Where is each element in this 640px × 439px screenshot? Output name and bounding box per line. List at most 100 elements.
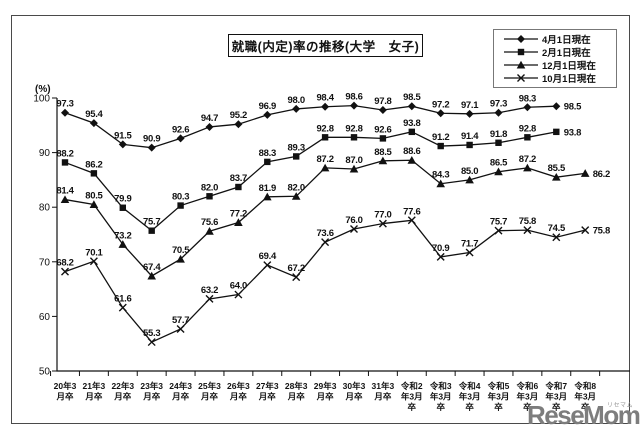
data-point-label: 75.8 <box>519 216 536 227</box>
triangle-marker-icon <box>205 227 214 235</box>
chart-title-box: 就職(内定)率の推移(大学 女子) <box>228 34 423 57</box>
diamond-marker-icon <box>517 35 525 44</box>
square-marker-icon <box>350 134 358 141</box>
y-tick-label: 60 <box>39 312 51 323</box>
x-tick-label: 29年3 月卒 <box>314 381 337 402</box>
diamond-marker-icon <box>263 110 272 119</box>
triangle-marker-icon <box>436 179 445 188</box>
data-point-label: 85.5 <box>548 163 566 174</box>
x-tick-label: 22年3 月卒 <box>111 381 134 402</box>
diamond-marker-icon <box>89 119 98 128</box>
triangle-marker-icon <box>89 200 99 208</box>
triangle-marker-icon <box>407 156 417 164</box>
square-marker-icon <box>379 135 387 142</box>
data-point-label: 67.4 <box>143 262 161 273</box>
data-point-label: 95.2 <box>230 110 247 121</box>
y-tick-label: 70 <box>39 257 51 268</box>
data-point-label: 93.8 <box>403 118 420 129</box>
data-point-label: 97.3 <box>490 99 507 110</box>
data-point-label: 73.2 <box>114 230 131 241</box>
legend-marker-sample <box>504 35 538 44</box>
data-point-label: 87.2 <box>519 154 536 165</box>
square-marker-icon <box>293 153 300 160</box>
data-point-label: 75.7 <box>143 217 160 228</box>
y-tick-label: 80 <box>39 203 51 214</box>
x-marker-icon <box>517 73 525 82</box>
diamond-marker-icon <box>465 109 474 118</box>
triangle-marker-icon <box>494 167 503 176</box>
x-tick-label: 令和6 年3月卒 <box>516 381 539 412</box>
data-point-label: 92.8 <box>345 123 362 134</box>
x-marker-icon <box>176 324 185 333</box>
data-point-label: 97.1 <box>461 100 479 111</box>
diamond-marker-icon <box>494 108 503 117</box>
diamond-marker-icon <box>205 122 214 131</box>
data-point-label: 75.8 <box>593 226 610 237</box>
watermark-ruby-text: リセマム <box>606 403 633 409</box>
square-marker-icon <box>119 204 126 211</box>
data-point-label: 81.9 <box>259 183 276 194</box>
y-axis-unit-label: (%) <box>35 84 51 95</box>
data-point-label: 92.6 <box>172 124 189 135</box>
square-marker-icon <box>495 139 502 146</box>
diamond-marker-icon <box>147 143 156 152</box>
x-marker-icon <box>118 303 127 312</box>
data-point-label: 61.6 <box>114 294 131 305</box>
x-marker-icon <box>378 219 387 228</box>
triangle-marker-icon <box>263 192 272 201</box>
series-1: 97.3 95.4 91.5 90.9 92.6 94.7 95.2 96.9 98.0 98.4… <box>56 92 582 152</box>
diamond-marker-icon <box>321 102 330 111</box>
triangle-marker-icon <box>60 195 70 204</box>
chart-title: 就職(内定)率の推移(大学 女子) <box>231 40 420 54</box>
square-marker-icon <box>177 202 184 209</box>
diamond-marker-icon <box>378 106 387 115</box>
data-point-label: 84.3 <box>432 170 449 181</box>
data-point-label: 98.6 <box>345 92 362 103</box>
x-tick-label: 令和4 年3月卒 <box>458 381 481 412</box>
data-point-label: 92.8 <box>316 123 333 134</box>
diamond-marker-icon <box>350 101 358 110</box>
x-marker-icon <box>89 257 98 266</box>
x-tick-label: 令和5 年3月卒 <box>487 381 510 412</box>
square-marker-icon <box>553 128 560 136</box>
diamond-marker-icon <box>436 109 445 118</box>
data-point-label: 73.6 <box>316 228 333 239</box>
triangle-marker-icon <box>516 60 526 69</box>
x-tick-label: 30年3 月卒 <box>343 381 366 402</box>
triangle-marker-icon <box>552 172 561 181</box>
y-tick-label: 90 <box>39 148 51 159</box>
x-marker-icon <box>581 226 590 235</box>
triangle-marker-icon <box>378 156 388 165</box>
data-point-label: 70.5 <box>172 245 190 256</box>
triangle-marker-icon <box>523 163 532 172</box>
data-point-label: 67.2 <box>288 263 305 274</box>
square-marker-icon <box>321 134 329 141</box>
triangle-marker-icon <box>580 169 590 177</box>
x-tick-label: 25年3 月卒 <box>198 381 221 402</box>
diamond-marker-icon <box>61 108 69 117</box>
diamond-marker-icon <box>118 140 127 149</box>
x-marker-icon <box>523 226 532 235</box>
x-tick-label: 21年3 月卒 <box>83 381 106 402</box>
x-marker-icon <box>436 252 445 261</box>
data-point-label: 74.5 <box>548 223 566 234</box>
triangle-marker-icon <box>176 254 185 263</box>
x-marker-icon <box>205 294 214 303</box>
data-point-label: 87.0 <box>345 155 362 166</box>
legend-marker-sample <box>504 48 538 56</box>
series-line <box>64 104 557 149</box>
data-point-label: 75.7 <box>490 217 507 228</box>
series-line <box>64 131 557 232</box>
diamond-marker-icon <box>407 102 416 111</box>
y-tick-label: 100 <box>33 94 50 105</box>
data-point-label: 70.9 <box>432 243 449 254</box>
data-point-label: 94.7 <box>201 113 218 124</box>
series-3: 81.4 80.5 73.2 67.4 70.5 75.6 77.2 81.9 82.0 87.2… <box>56 146 610 280</box>
x-tick-label: 20年3 月卒 <box>54 381 77 402</box>
x-tick-label: 26年3 月卒 <box>227 381 250 402</box>
series-4: 68.2 70.1 61.6 55.3 57.7 63.2 64.0 69.4 67.2 73.6… <box>56 206 610 347</box>
square-marker-icon <box>437 142 444 150</box>
data-point-label: 89.3 <box>288 142 305 153</box>
data-point-label: 86.5 <box>490 158 508 169</box>
